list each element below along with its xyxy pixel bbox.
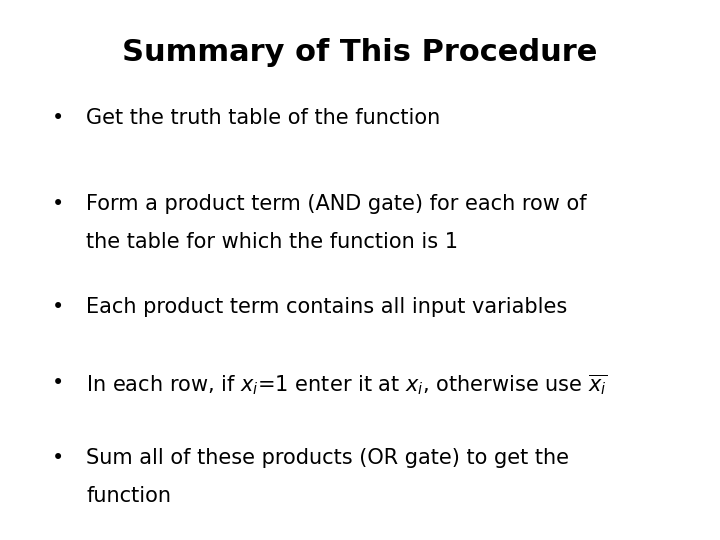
Text: •: •: [51, 194, 64, 214]
Text: the table for which the function is 1: the table for which the function is 1: [86, 232, 459, 252]
Text: Summary of This Procedure: Summary of This Procedure: [122, 38, 598, 67]
Text: •: •: [51, 448, 64, 468]
Text: Each product term contains all input variables: Each product term contains all input var…: [86, 297, 567, 317]
Text: Sum all of these products (OR gate) to get the: Sum all of these products (OR gate) to g…: [86, 448, 570, 468]
Text: In each row, if $x_i$=1 enter it at $x_i$, otherwise use $\overline{x_i}$: In each row, if $x_i$=1 enter it at $x_i…: [86, 373, 608, 397]
Text: •: •: [51, 297, 64, 317]
Text: Get the truth table of the function: Get the truth table of the function: [86, 108, 441, 128]
Text: Form a product term (AND gate) for each row of: Form a product term (AND gate) for each …: [86, 194, 587, 214]
Text: •: •: [51, 108, 64, 128]
Text: •: •: [51, 373, 64, 393]
Text: function: function: [86, 486, 171, 506]
